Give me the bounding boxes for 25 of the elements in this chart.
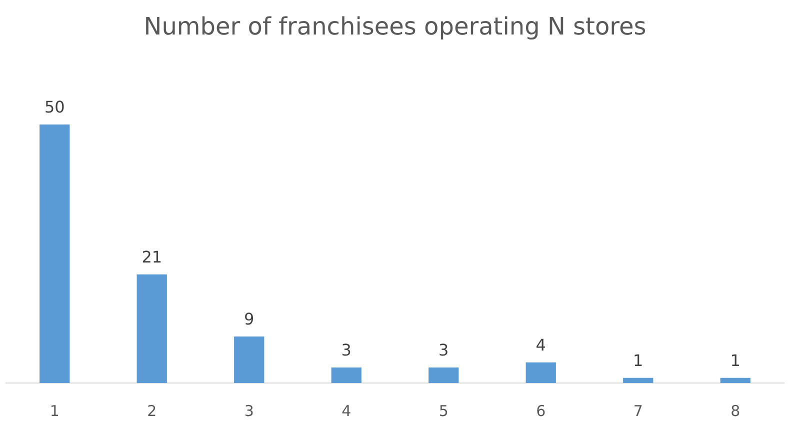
x-tick-label: 3 <box>244 402 254 420</box>
bar <box>428 367 459 383</box>
data-label: 4 <box>536 335 546 354</box>
data-label: 50 <box>44 98 65 117</box>
bar <box>526 362 556 383</box>
bar <box>623 378 654 383</box>
data-label: 3 <box>438 340 449 360</box>
data-label: 21 <box>142 248 162 267</box>
chart-title: Number of franchisees operating N stores <box>144 12 646 41</box>
x-tick-label: 7 <box>633 402 643 420</box>
data-label: 9 <box>244 310 254 329</box>
bar <box>234 336 264 383</box>
x-tick-label: 2 <box>147 402 157 420</box>
data-label: 3 <box>341 340 352 360</box>
x-tick-label: 8 <box>730 402 740 420</box>
bar <box>331 367 362 383</box>
bar <box>136 274 167 383</box>
x-tick-label: 1 <box>50 402 60 420</box>
bar <box>720 378 750 383</box>
x-tick-label: 6 <box>536 402 546 420</box>
data-label: 1 <box>633 350 644 370</box>
bar <box>40 124 70 383</box>
x-tick-label: 4 <box>342 402 352 420</box>
x-tick-label: 5 <box>438 402 448 420</box>
data-label: 1 <box>730 350 740 370</box>
